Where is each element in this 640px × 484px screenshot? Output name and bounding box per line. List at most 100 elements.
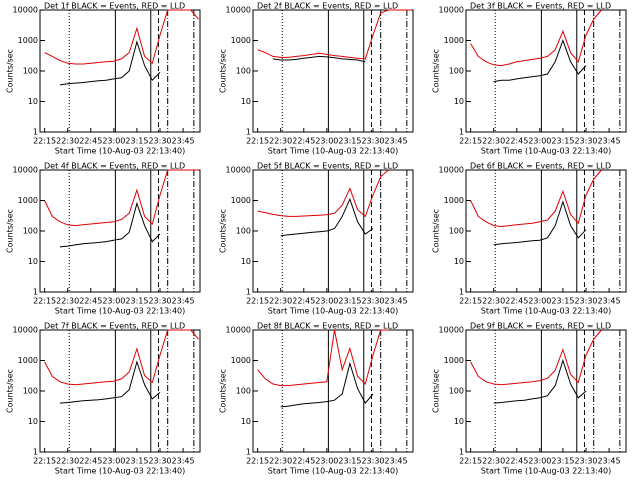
x-tick-label: 23:45 (172, 457, 195, 466)
x-tick-label: 23:15 (551, 297, 574, 306)
panel: Det 6f BLACK = Events, RED = LLD Start Ti… (432, 162, 627, 316)
x-tick-label: 23:30 (148, 137, 171, 146)
y-tick-label: 1000 (444, 196, 464, 205)
x-tick-label: 22:30 (482, 137, 505, 146)
y-tick-label: 1 (33, 128, 38, 137)
x-tick-label: 22:45 (505, 457, 528, 466)
x-tick-label: 23:15 (338, 457, 361, 466)
x-tick-label: 23:45 (598, 297, 621, 306)
x-tick-label: 23:30 (574, 137, 597, 146)
chart-title: Det 2f BLACK = Events, RED = LLD (257, 2, 398, 11)
y-axis-label: Counts/sec (6, 369, 15, 413)
x-tick-label: 23:30 (361, 297, 384, 306)
plot-frame (252, 329, 414, 453)
x-tick-label: 23:45 (598, 137, 621, 146)
y-tick-label: 100 (23, 227, 38, 236)
x-tick-label: 22:15 (246, 457, 269, 466)
y-tick-label: 10000 (13, 6, 38, 15)
y-tick-label: 1000 (18, 196, 38, 205)
x-axis-label: Start Time (10-Aug-03 22:13:40) (55, 307, 186, 316)
y-tick-label: 100 (236, 67, 251, 76)
y-tick-label: 10000 (439, 6, 464, 15)
x-tick-label: 23:00 (315, 297, 338, 306)
y-axis-label: Counts/sec (219, 209, 228, 253)
y-axis-label: Counts/sec (6, 49, 15, 93)
panel: Det 2f BLACK = Events, RED = LLD Start Ti… (219, 2, 414, 156)
x-tick-label: 23:45 (172, 297, 195, 306)
x-tick-label: 22:45 (505, 297, 528, 306)
series-line (44, 329, 199, 386)
x-axis-label: Start Time (10-Aug-03 22:13:40) (268, 147, 399, 156)
x-tick-label: 23:45 (385, 137, 408, 146)
x-tick-label: 23:30 (361, 457, 384, 466)
y-tick-label: 10 (241, 257, 251, 266)
y-tick-label: 10 (454, 417, 464, 426)
x-tick-label: 23:15 (551, 137, 574, 146)
series-line (493, 358, 587, 404)
x-tick-label: 22:15 (459, 297, 482, 306)
x-tick-label: 23:00 (528, 457, 551, 466)
y-tick-label: 1000 (231, 36, 251, 45)
panel: Det 9f BLACK = Events, RED = LLD Start Ti… (432, 322, 627, 476)
x-tick-label: 22:30 (269, 457, 292, 466)
x-tick-label: 22:15 (246, 297, 269, 306)
y-tick-label: 1000 (231, 356, 251, 365)
x-axis-label: Start Time (10-Aug-03 22:13:40) (481, 467, 612, 476)
x-tick-label: 22:15 (33, 457, 56, 466)
series-line (280, 197, 374, 237)
x-tick-label: 22:45 (292, 457, 315, 466)
y-tick-label: 1 (459, 128, 464, 137)
y-axis-label: Counts/sec (432, 49, 441, 93)
x-tick-label: 23:30 (574, 457, 597, 466)
x-tick-label: 23:45 (385, 457, 408, 466)
series-line (59, 201, 161, 248)
y-tick-label: 1 (459, 288, 464, 297)
series-line (470, 329, 602, 386)
y-tick-label: 1000 (444, 356, 464, 365)
y-tick-label: 10000 (439, 166, 464, 175)
x-tick-label: 23:30 (148, 297, 171, 306)
y-tick-label: 1 (33, 448, 38, 457)
panel: Det 4f BLACK = Events, RED = LLD Start Ti… (6, 162, 201, 316)
plot-frame (39, 169, 201, 293)
series-line (280, 361, 374, 408)
y-tick-label: 1000 (231, 196, 251, 205)
x-tick-label: 23:45 (598, 457, 621, 466)
panel: Det 3f BLACK = Events, RED = LLD Start Ti… (432, 2, 627, 156)
x-tick-label: 22:30 (269, 137, 292, 146)
panel: Det 8f BLACK = Events, RED = LLD Start Ti… (219, 322, 414, 476)
x-tick-label: 23:15 (338, 137, 361, 146)
x-axis-label: Start Time (10-Aug-03 22:13:40) (268, 467, 399, 476)
chart-title: Det 7f BLACK = Events, RED = LLD (44, 322, 185, 331)
x-tick-label: 22:30 (56, 297, 79, 306)
y-tick-label: 10 (28, 257, 38, 266)
x-tick-label: 23:45 (172, 137, 195, 146)
y-tick-label: 1000 (18, 356, 38, 365)
x-tick-label: 22:30 (482, 297, 505, 306)
x-tick-label: 22:45 (292, 137, 315, 146)
series-line (272, 55, 366, 63)
y-tick-label: 1 (246, 128, 251, 137)
plot-frame (252, 169, 414, 293)
y-axis-label: Counts/sec (432, 209, 441, 253)
y-tick-label: 10000 (226, 326, 251, 335)
x-tick-label: 22:15 (459, 137, 482, 146)
chart-title: Det 1f BLACK = Events, RED = LLD (44, 2, 185, 11)
y-tick-label: 1000 (18, 36, 38, 45)
x-tick-label: 23:30 (361, 137, 384, 146)
x-axis-label: Start Time (10-Aug-03 22:13:40) (55, 467, 186, 476)
series-line (470, 169, 602, 228)
panel: Det 5f BLACK = Events, RED = LLD Start Ti… (219, 162, 414, 316)
y-tick-label: 100 (236, 227, 251, 236)
chart-title: Det 8f BLACK = Events, RED = LLD (257, 322, 398, 331)
series-line (257, 169, 389, 218)
y-tick-label: 10000 (13, 166, 38, 175)
chart-title: Det 9f BLACK = Events, RED = LLD (470, 322, 611, 331)
x-tick-label: 22:45 (505, 137, 528, 146)
x-tick-label: 23:00 (102, 457, 125, 466)
x-tick-label: 23:00 (315, 137, 338, 146)
panel: Det 7f BLACK = Events, RED = LLD Start Ti… (6, 322, 201, 476)
plot-frame (465, 329, 627, 453)
y-tick-label: 10000 (439, 326, 464, 335)
plot-frame (465, 9, 627, 133)
